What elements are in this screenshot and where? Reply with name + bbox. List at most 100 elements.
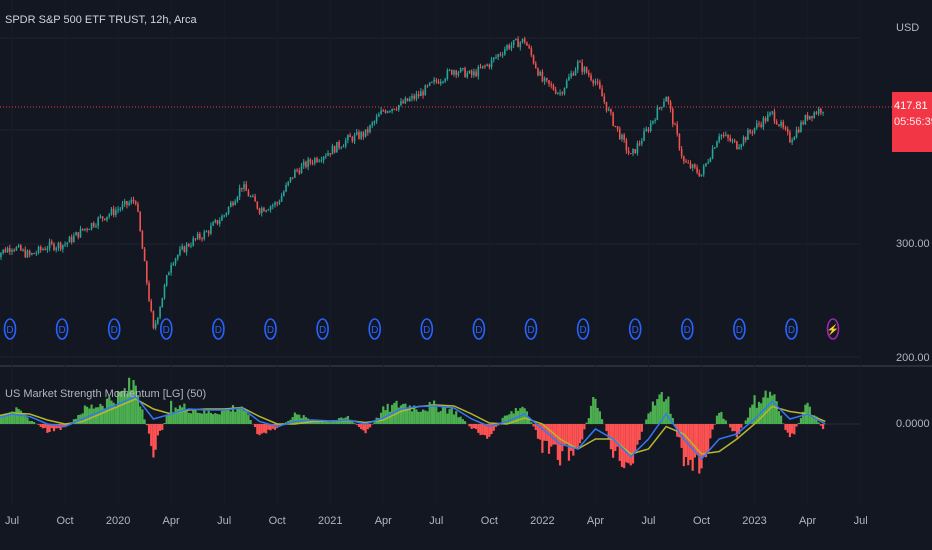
candle: [99, 216, 102, 218]
histogram-bar: [691, 424, 694, 471]
candle: [806, 115, 809, 120]
candle: [404, 98, 407, 104]
candle: [358, 132, 360, 139]
histogram-bar: [771, 395, 774, 424]
dividend-marker-icon: [472, 318, 486, 340]
dividend-marker-icon: [107, 318, 121, 340]
candle: [795, 129, 798, 138]
histogram-bar: [618, 424, 621, 461]
candle: [475, 71, 477, 77]
histogram-bar: [37, 424, 40, 425]
candle: [736, 141, 738, 150]
x-tick-label: Oct: [480, 515, 498, 527]
histogram-bar: [791, 424, 794, 434]
candle: [320, 160, 323, 162]
candle: [241, 187, 243, 189]
histogram-bar: [59, 424, 62, 431]
candle: [813, 112, 816, 119]
candle: [767, 114, 769, 122]
candle: [554, 89, 557, 94]
histogram-bar: [30, 420, 33, 424]
histogram-bar: [287, 420, 290, 424]
candle: [740, 144, 743, 148]
indicator-title[interactable]: US Market Strength Momentum [LG] (50): [5, 388, 207, 400]
candle: [705, 163, 707, 167]
candle: [13, 249, 16, 251]
x-tick-label: 2023: [742, 515, 767, 527]
histogram-bar: [647, 413, 650, 424]
histogram-bar: [779, 415, 783, 424]
histogram-bar: [408, 405, 411, 424]
candle: [165, 275, 168, 286]
candle: [42, 249, 44, 251]
candle: [199, 233, 201, 239]
candle: [210, 225, 212, 234]
candle: [625, 139, 628, 151]
candle: [417, 93, 420, 97]
histogram-bar: [461, 419, 464, 424]
histogram-bar: [185, 410, 188, 424]
candle: [762, 117, 765, 127]
candle: [298, 170, 301, 174]
histogram-bar: [735, 424, 738, 438]
candle: [161, 297, 164, 308]
candle: [585, 67, 588, 73]
histogram-bar: [198, 413, 201, 424]
candle: [674, 124, 676, 126]
histogram-bar: [254, 424, 257, 428]
histogram-bar: [247, 414, 250, 424]
histogram-bar: [189, 413, 193, 424]
histogram-bar: [234, 411, 237, 424]
histogram-bar: [702, 424, 705, 456]
candle: [367, 129, 369, 133]
candle: [223, 215, 225, 217]
histogram-bar: [488, 424, 491, 437]
currency-label: USD: [896, 22, 920, 34]
histogram-bar: [192, 410, 195, 424]
candle: [380, 110, 382, 115]
histogram-bar: [616, 424, 619, 447]
candle: [645, 129, 648, 132]
histogram-bar: [326, 421, 330, 424]
histogram-bar: [174, 407, 177, 424]
histogram-bar: [740, 424, 743, 428]
candle: [572, 73, 575, 76]
histogram-bar: [479, 424, 482, 436]
candle: [309, 159, 312, 163]
histogram-bar: [417, 411, 420, 424]
histogram-bar: [693, 424, 696, 458]
histogram-bar: [682, 424, 685, 467]
histogram-bar: [218, 414, 221, 424]
candle: [470, 70, 473, 76]
candle: [519, 42, 522, 48]
x-tick-label: Oct: [56, 515, 74, 527]
candle: [793, 137, 796, 141]
symbol-title[interactable]: SPDR S&P 500 ETF TRUST, 12h, Arca: [5, 14, 197, 26]
histogram-bar: [572, 424, 575, 456]
candle: [252, 196, 254, 198]
candle: [822, 111, 824, 113]
candle: [411, 95, 413, 99]
candle: [576, 61, 579, 70]
histogram-bar: [324, 421, 327, 424]
candle: [117, 209, 119, 211]
histogram-bar: [724, 420, 727, 424]
candle: [636, 143, 639, 154]
candle: [444, 78, 446, 82]
x-tick-label: Oct: [692, 515, 711, 527]
dividend-marker-icon: [55, 318, 69, 340]
candle: [300, 165, 303, 174]
candle: [305, 161, 307, 168]
histogram-bar: [391, 404, 394, 424]
candle: [424, 85, 427, 96]
candle: [342, 146, 345, 148]
candle: [340, 147, 343, 149]
candle: [413, 95, 416, 99]
histogram-bar: [782, 423, 785, 424]
candle: [196, 233, 199, 239]
histogram-bar: [291, 417, 294, 424]
candle: [141, 231, 144, 249]
candle: [50, 241, 53, 244]
x-tick-label: Jul: [641, 515, 656, 527]
